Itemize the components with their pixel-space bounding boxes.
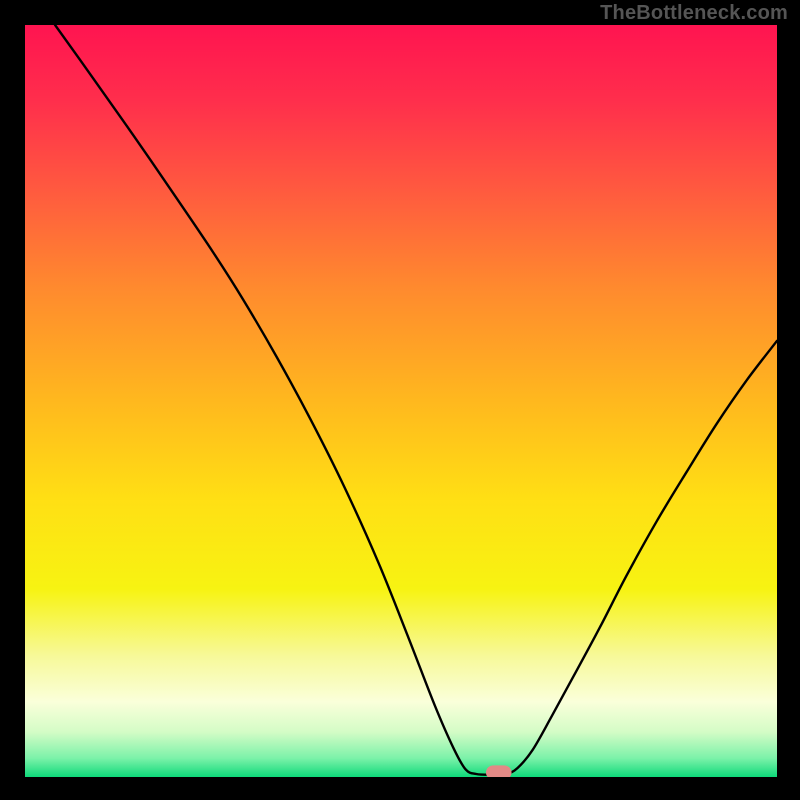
chart-plot-area [25, 25, 777, 777]
watermark-text: TheBottleneck.com [600, 2, 788, 25]
bottleneck-chart-svg [25, 25, 777, 777]
optimum-marker [486, 765, 512, 777]
chart-background-gradient [25, 25, 777, 777]
